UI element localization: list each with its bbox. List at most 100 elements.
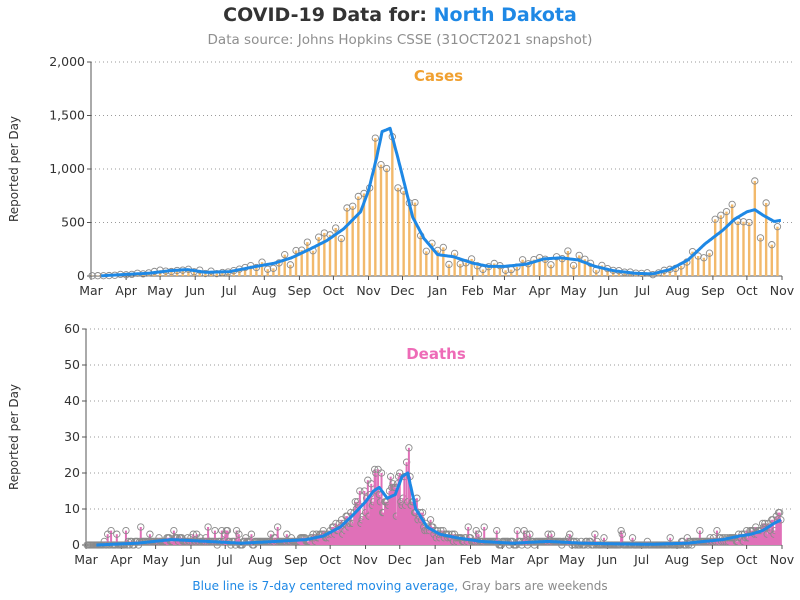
case-bar (742, 221, 745, 276)
case-marker (717, 211, 725, 219)
death-bar (409, 476, 412, 545)
death-bar (543, 541, 546, 545)
death-bar (775, 516, 778, 545)
death-bar (383, 501, 386, 545)
death-bar (281, 541, 284, 545)
case-bar (459, 263, 462, 276)
death-bar (483, 527, 486, 545)
death-bar (389, 476, 392, 545)
case-bar (430, 243, 434, 276)
death-bar (545, 541, 548, 545)
death-bar (115, 534, 118, 545)
death-bar (737, 534, 740, 545)
y-tick-label: 40 (64, 393, 80, 408)
death-marker (464, 523, 472, 531)
death-bar (453, 534, 456, 545)
death-bar (336, 530, 339, 545)
death-bar (341, 534, 344, 545)
case-marker (315, 233, 323, 241)
death-marker (247, 530, 256, 538)
x-tick-label: Jun (597, 552, 618, 567)
case-bar (549, 264, 553, 276)
death-bar (714, 541, 717, 545)
death-bar (743, 534, 746, 545)
x-tick-label: Sep (284, 552, 308, 567)
case-marker (337, 234, 345, 243)
death-bar (362, 516, 365, 545)
death-bar (184, 541, 187, 545)
death-bar (430, 527, 433, 545)
panel-label: Cases (414, 67, 463, 85)
death-bar (201, 541, 204, 545)
death-bar (187, 541, 190, 545)
death-bar (348, 523, 351, 545)
case-marker (773, 223, 782, 231)
death-bar (478, 541, 481, 545)
death-bar (351, 523, 354, 545)
death-bar (404, 505, 407, 545)
case-bar (736, 221, 740, 276)
x-tick-label: Mar (74, 552, 98, 567)
death-bar (205, 541, 208, 545)
case-bar (696, 256, 700, 276)
case-bar (578, 255, 581, 276)
death-bar (528, 534, 531, 545)
death-marker (223, 526, 232, 535)
death-bar (427, 527, 430, 545)
x-tick-label: Nov (353, 552, 378, 567)
death-bar (436, 530, 439, 545)
death-bar (350, 523, 353, 545)
death-marker (472, 526, 480, 535)
y-tick-label: 10 (64, 501, 80, 516)
death-bar (237, 534, 240, 545)
case-bar (164, 271, 167, 276)
x-tick-label: Jun (184, 283, 205, 298)
death-bar (308, 541, 311, 545)
death-bar (750, 530, 753, 545)
case-bar (544, 259, 547, 276)
death-bar (289, 541, 292, 545)
death-bar (286, 541, 289, 545)
case-marker (94, 272, 102, 280)
death-bar (751, 530, 754, 545)
death-bar (547, 534, 550, 545)
case-marker (564, 247, 572, 255)
case-bar (730, 204, 734, 276)
death-bar (568, 534, 571, 545)
death-bar (185, 541, 188, 545)
death-bar (153, 541, 156, 545)
case-bar (374, 138, 377, 276)
death-bar (417, 519, 420, 545)
case-bar (306, 242, 309, 276)
case-bar (476, 265, 479, 276)
death-bar (364, 512, 367, 545)
death-bar (769, 530, 772, 545)
case-marker (762, 199, 770, 207)
death-bar (451, 534, 454, 545)
case-marker (281, 251, 289, 259)
x-tick-label: Jul (633, 552, 649, 567)
death-bar (779, 519, 782, 545)
death-bar (393, 487, 396, 545)
x-tick-label: Oct (319, 552, 341, 567)
case-bar (702, 257, 706, 276)
death-bar (332, 527, 335, 545)
case-bar (351, 206, 354, 276)
death-bar (621, 534, 624, 545)
death-bar (470, 541, 473, 545)
death-bar (758, 530, 761, 545)
case-bar (243, 267, 247, 276)
death-bar (414, 512, 417, 545)
death-bar (401, 505, 404, 545)
death-bar (722, 541, 725, 545)
death-bar (210, 541, 213, 545)
case-marker (286, 261, 295, 269)
case-bar (691, 251, 694, 276)
case-marker (377, 160, 385, 169)
death-bar (209, 541, 212, 545)
death-bar (749, 530, 752, 545)
case-bar (776, 226, 779, 276)
death-bar (482, 541, 485, 545)
case-marker (739, 218, 748, 226)
death-bar (720, 541, 723, 545)
